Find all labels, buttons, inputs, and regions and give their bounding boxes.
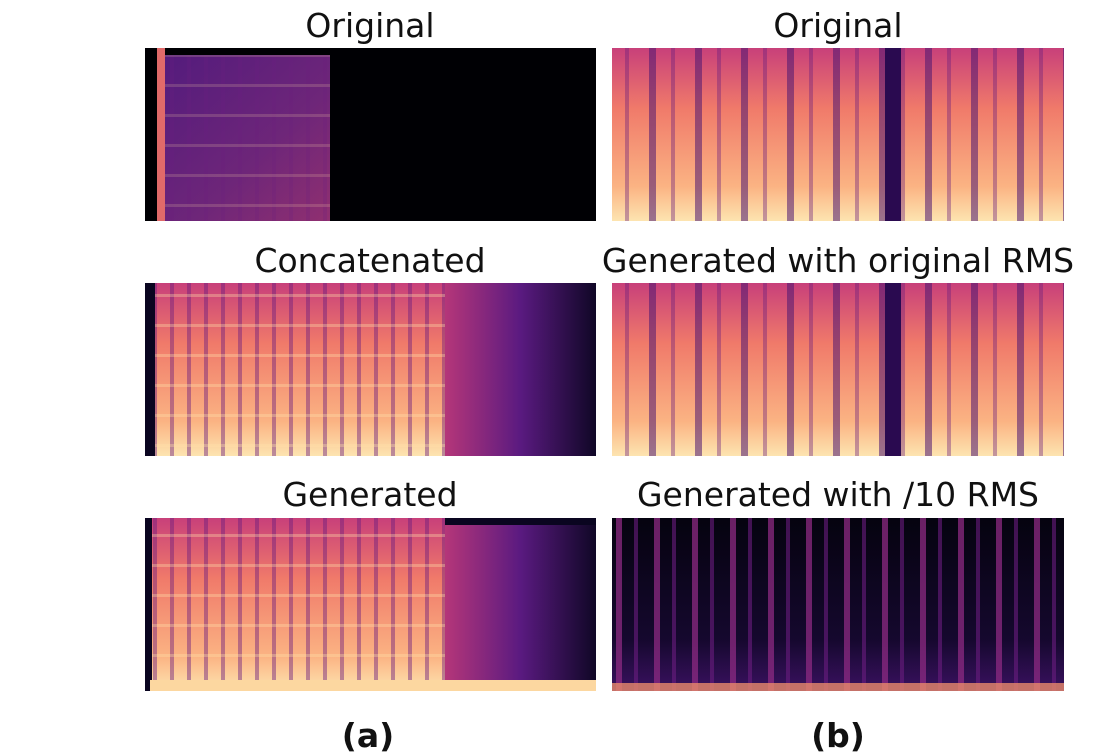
panel-title: Concatenated [254, 241, 485, 280]
spectrogram [145, 518, 596, 691]
spectrogram [612, 518, 1064, 691]
spectrogram [145, 283, 596, 456]
spectrogram [612, 48, 1064, 221]
column-caption: (b) [811, 716, 865, 755]
column-caption: (a) [342, 716, 394, 755]
panel-title: Generated with original RMS [602, 241, 1074, 280]
panel-title: Generated with /10 RMS [637, 475, 1039, 514]
panel-title: Original [773, 6, 902, 45]
panel-title: Generated [282, 475, 457, 514]
spectrogram [145, 48, 596, 221]
spectrogram [612, 283, 1064, 456]
panel-title: Original [305, 6, 434, 45]
